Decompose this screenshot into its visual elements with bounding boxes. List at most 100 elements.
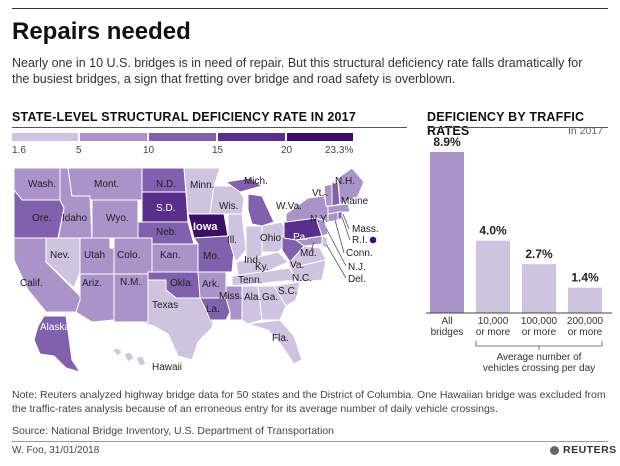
- state-fla: [247, 319, 303, 365]
- leader-nh: [332, 181, 335, 189]
- ri-marker: [369, 236, 377, 244]
- label-alaska: Alaska: [40, 322, 70, 333]
- label-md: Md.: [300, 248, 317, 259]
- footer-rule: [12, 441, 608, 442]
- label-nj: N.J.: [348, 262, 366, 273]
- bar-0: [430, 152, 464, 313]
- label-texas: Texas: [152, 300, 178, 311]
- legend-swatch-2: [80, 133, 147, 141]
- leader-nj: [325, 227, 347, 267]
- label-ill: Ill.: [227, 235, 237, 246]
- legend-tick-5: 23.3%: [325, 145, 354, 156]
- category-label-2-0: 100,000: [521, 316, 558, 327]
- category-label-0-1: bridges: [431, 327, 464, 338]
- state-alaska: [33, 315, 81, 373]
- bar-value-label-2: 2.7%: [525, 247, 553, 261]
- axis-note-line-1: vehicles crossing per day: [483, 363, 595, 374]
- category-label-0-0: All: [441, 316, 452, 327]
- label-mont: Mont.: [94, 179, 119, 190]
- top-rule: [12, 8, 608, 9]
- label-maine: Maine: [341, 196, 369, 207]
- label-ri: R.I.: [352, 235, 368, 246]
- label-conn: Conn.: [346, 248, 373, 259]
- label-iowa: Iowa: [193, 221, 218, 233]
- leader-conn: [334, 219, 345, 254]
- label-ind: Ind.: [244, 255, 261, 266]
- label-idaho: Idaho: [62, 213, 87, 224]
- label-del: Del.: [348, 274, 366, 285]
- leader-del: [325, 243, 347, 279]
- label-mich: Mich.: [244, 176, 268, 187]
- label-ala: Ala.: [244, 292, 261, 303]
- label-wash: Wash.: [28, 179, 56, 190]
- category-label-3-0: 200,000: [567, 316, 604, 327]
- label-wis: Wis.: [219, 201, 238, 212]
- category-label-1-0: 10,000: [478, 316, 509, 327]
- state-hawaii: [111, 347, 147, 367]
- label-colo: Colo.: [117, 250, 140, 261]
- label-nev: Nev.: [50, 250, 70, 261]
- leader-ri: [341, 216, 351, 241]
- page-subtitle: Nearly one in 10 U.S. bridges is in need…: [12, 56, 583, 86]
- label-fla: Fla.: [272, 333, 289, 344]
- label-okla: Okla.: [170, 278, 193, 289]
- label-ariz: Ariz.: [82, 278, 102, 289]
- label-nc: N.C.: [292, 273, 312, 284]
- legend-tick-1: 5: [76, 145, 82, 156]
- label-ky: Ky.: [255, 262, 269, 273]
- map-section-rule: [12, 127, 407, 128]
- label-miss: Miss.: [219, 291, 242, 302]
- label-ga: Ga.: [262, 292, 278, 303]
- map-legend: [12, 133, 357, 141]
- bar-value-label-3: 1.4%: [571, 271, 599, 285]
- legend-swatch-4: [218, 133, 285, 141]
- category-label-1-1: or more: [476, 327, 511, 338]
- label-calif: Calif.: [20, 278, 43, 289]
- label-pa: Pa.: [293, 232, 308, 243]
- bar-1: [476, 240, 510, 313]
- state-maine: [337, 167, 365, 205]
- legend-tick-0: 1.6: [12, 145, 26, 156]
- label-utah: Utah: [84, 250, 105, 261]
- label-wyo: Wyo.: [106, 213, 129, 224]
- page-title: Repairs needed: [12, 18, 191, 45]
- label-nd: N.D.: [156, 179, 176, 190]
- label-nh: N.H.: [335, 176, 355, 187]
- bar-chart-subtitle: In 2017: [568, 125, 604, 137]
- label-ore: Ore.: [32, 213, 51, 224]
- state-mich: [247, 193, 275, 227]
- category-label-3-1: or more: [568, 327, 603, 338]
- legend-tick-4: 20: [281, 145, 293, 156]
- label-va: Va.: [290, 260, 304, 271]
- legend-tick-2: 10: [143, 145, 155, 156]
- label-vt: Vt.: [312, 188, 324, 199]
- label-hawaii: Hawaii: [152, 362, 182, 373]
- state-ri: [337, 211, 343, 221]
- bar-2: [522, 264, 556, 313]
- leader-vt: [323, 193, 329, 197]
- state-nev: [45, 237, 81, 289]
- bar-3: [568, 287, 602, 313]
- traffic-bracket: [475, 341, 603, 347]
- label-sd: S.D.: [156, 203, 175, 214]
- state-ala: [241, 285, 263, 325]
- label-kan: Kan.: [160, 250, 181, 261]
- map-section-title: STATE-LEVEL STRUCTURAL DEFICIENCY RATE I…: [12, 110, 356, 124]
- state-sc: [273, 281, 301, 307]
- label-la: La.: [206, 304, 220, 315]
- label-minn: Minn.: [190, 180, 214, 191]
- bar-value-label-1: 4.0%: [479, 224, 507, 238]
- label-neb: Neb.: [156, 227, 177, 238]
- legend-swatch-1: [12, 133, 78, 141]
- state-mich-up: [225, 177, 263, 193]
- leader-mass: [342, 213, 350, 230]
- state-texas: [139, 279, 215, 361]
- credit-line: W. Foo, 31/01/2018: [12, 445, 100, 456]
- bar-section-rule: [427, 127, 608, 128]
- us-choropleth-map: Wash. Mont. N.D. Minn. Mich. N.H. Vt. Ma…: [13, 167, 379, 373]
- label-mass: Mass.: [352, 224, 379, 235]
- footnote: Note: Reuters analyzed highway bridge da…: [12, 389, 606, 415]
- label-tenn: Tenn.: [238, 275, 262, 286]
- brand-name: REUTERS: [563, 444, 617, 456]
